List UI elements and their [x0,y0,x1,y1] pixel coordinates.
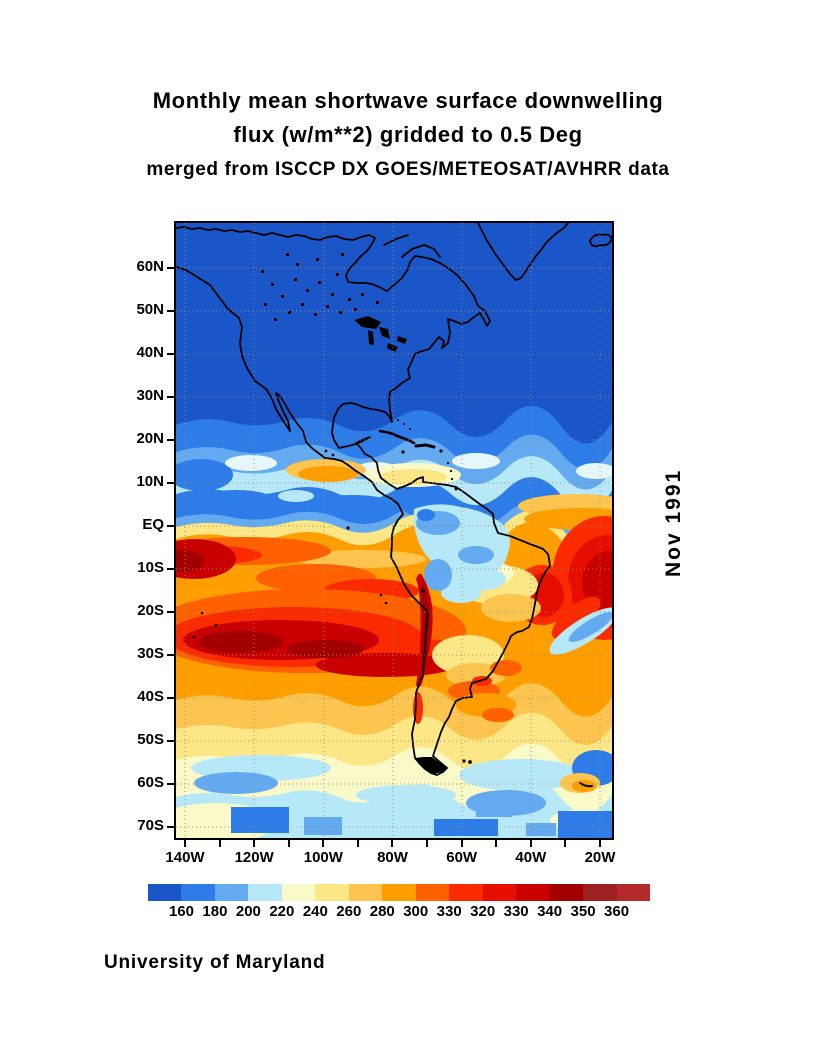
coastline-outlines [176,223,612,788]
lon-tick [253,840,256,847]
lat-tick [167,525,176,527]
lon-tick [426,840,429,847]
colorbar-segment [181,884,215,901]
lon-tick [218,840,221,847]
colorbar-tick-label: 220 [269,903,295,920]
lat-tick [167,396,176,398]
colorbar-segment [382,884,416,901]
lat-tick [167,482,176,484]
lon-tick [322,840,325,847]
flux-heatmap-svg [176,223,612,838]
lon-tick [184,840,186,847]
graticule-gridlines [176,223,612,838]
lat-tick-label: 10S [137,559,164,576]
colorbar-segment [482,884,517,901]
date-label: Nov 1991 [662,468,685,578]
colorbar-tick-label: 280 [369,903,395,920]
lat-tick-label: 40N [136,344,164,361]
lat-tick-label: 20S [137,602,164,619]
colorbar-tick-label: 360 [604,903,630,920]
lat-tick-label: 60N [136,258,164,275]
lat-tick-label: 30S [137,645,164,662]
lat-tick-label: 50S [137,731,164,748]
lon-tick-label: 140W [165,849,205,866]
credit-text: University of Maryland [104,952,326,973]
lon-tick [287,840,290,847]
lat-tick [167,310,176,312]
lat-tick [167,654,176,656]
lat-tick-label: 10N [136,473,164,490]
colorbar-segment [583,884,617,901]
lon-tick [598,840,601,847]
colorbar-tick-label: 240 [302,903,328,920]
lat-tick-label: 60S [137,774,164,791]
lon-tick [529,840,532,847]
colorbar-tick-label: 350 [570,903,596,920]
flux-regional-features [176,453,612,838]
lat-tick [167,353,176,355]
lat-tick-label: 30N [136,387,164,404]
colorbar-segment [549,884,584,901]
lat-tick-label: EQ [142,516,164,533]
lon-tick [495,840,498,847]
colorbar-tick-label: 180 [202,903,228,920]
colorbar-tick-label: 160 [168,903,194,920]
lon-tick [356,840,359,847]
colorbar [148,884,651,901]
colorbar-segment [214,884,249,901]
colorbar-segment [616,884,651,901]
colorbar-tick-label: 330 [436,903,462,920]
colorbar-segment [348,884,383,901]
lon-tick [564,840,567,847]
figure-title: Monthly mean shortwave surface downwelli… [0,84,816,185]
colorbar-segment [148,884,182,901]
colorbar-segment [415,884,450,901]
colorbar-tick-label: 260 [336,903,362,920]
lon-tick-label: 20W [584,849,616,866]
lat-tick [167,611,176,613]
lat-tick [167,267,176,269]
map-plot [174,221,614,840]
lat-tick [167,826,176,828]
colorbar-segment [315,884,349,901]
title-line-3: merged from ISCCP DX GOES/METEOSAT/AVHRR… [146,159,670,180]
lon-tick-label: 100W [303,849,343,866]
lon-tick-label: 80W [377,849,408,866]
lat-tick [167,568,176,570]
lat-tick-label: 70S [137,817,164,834]
lon-tick-label: 40W [515,849,547,866]
colorbar-segment [516,884,550,901]
colorbar-labels: 160 180 200 220 240 260 280 300 330 320 330 340 350 3… [148,903,650,921]
lakes-and-islands [192,253,472,774]
colorbar-segment [281,884,316,901]
colorbar-tick-label: 320 [470,903,496,920]
lat-tick [167,439,176,441]
colorbar-segment [248,884,282,901]
title-line-2: flux (w/m**2) gridded to 0.5 Deg [233,122,583,147]
colorbar-segment [449,884,483,901]
title-line-1: Monthly mean shortwave surface downwelli… [152,88,664,113]
lon-tick [460,840,463,847]
lon-tick-label: 60W [446,849,478,866]
lat-tick [167,740,176,742]
colorbar-tick-label: 200 [235,903,261,920]
lat-tick [167,783,176,785]
lat-tick-label: 50N [136,301,164,318]
lat-tick-label: 40S [137,688,164,705]
colorbar-tick-label: 300 [403,903,429,920]
lon-tick [391,840,394,847]
lat-tick-label: 20N [136,430,164,447]
lon-tick-label: 120W [234,849,274,866]
colorbar-tick-label: 330 [503,903,529,920]
lat-tick [167,697,176,699]
colorbar-tick-label: 340 [537,903,563,920]
